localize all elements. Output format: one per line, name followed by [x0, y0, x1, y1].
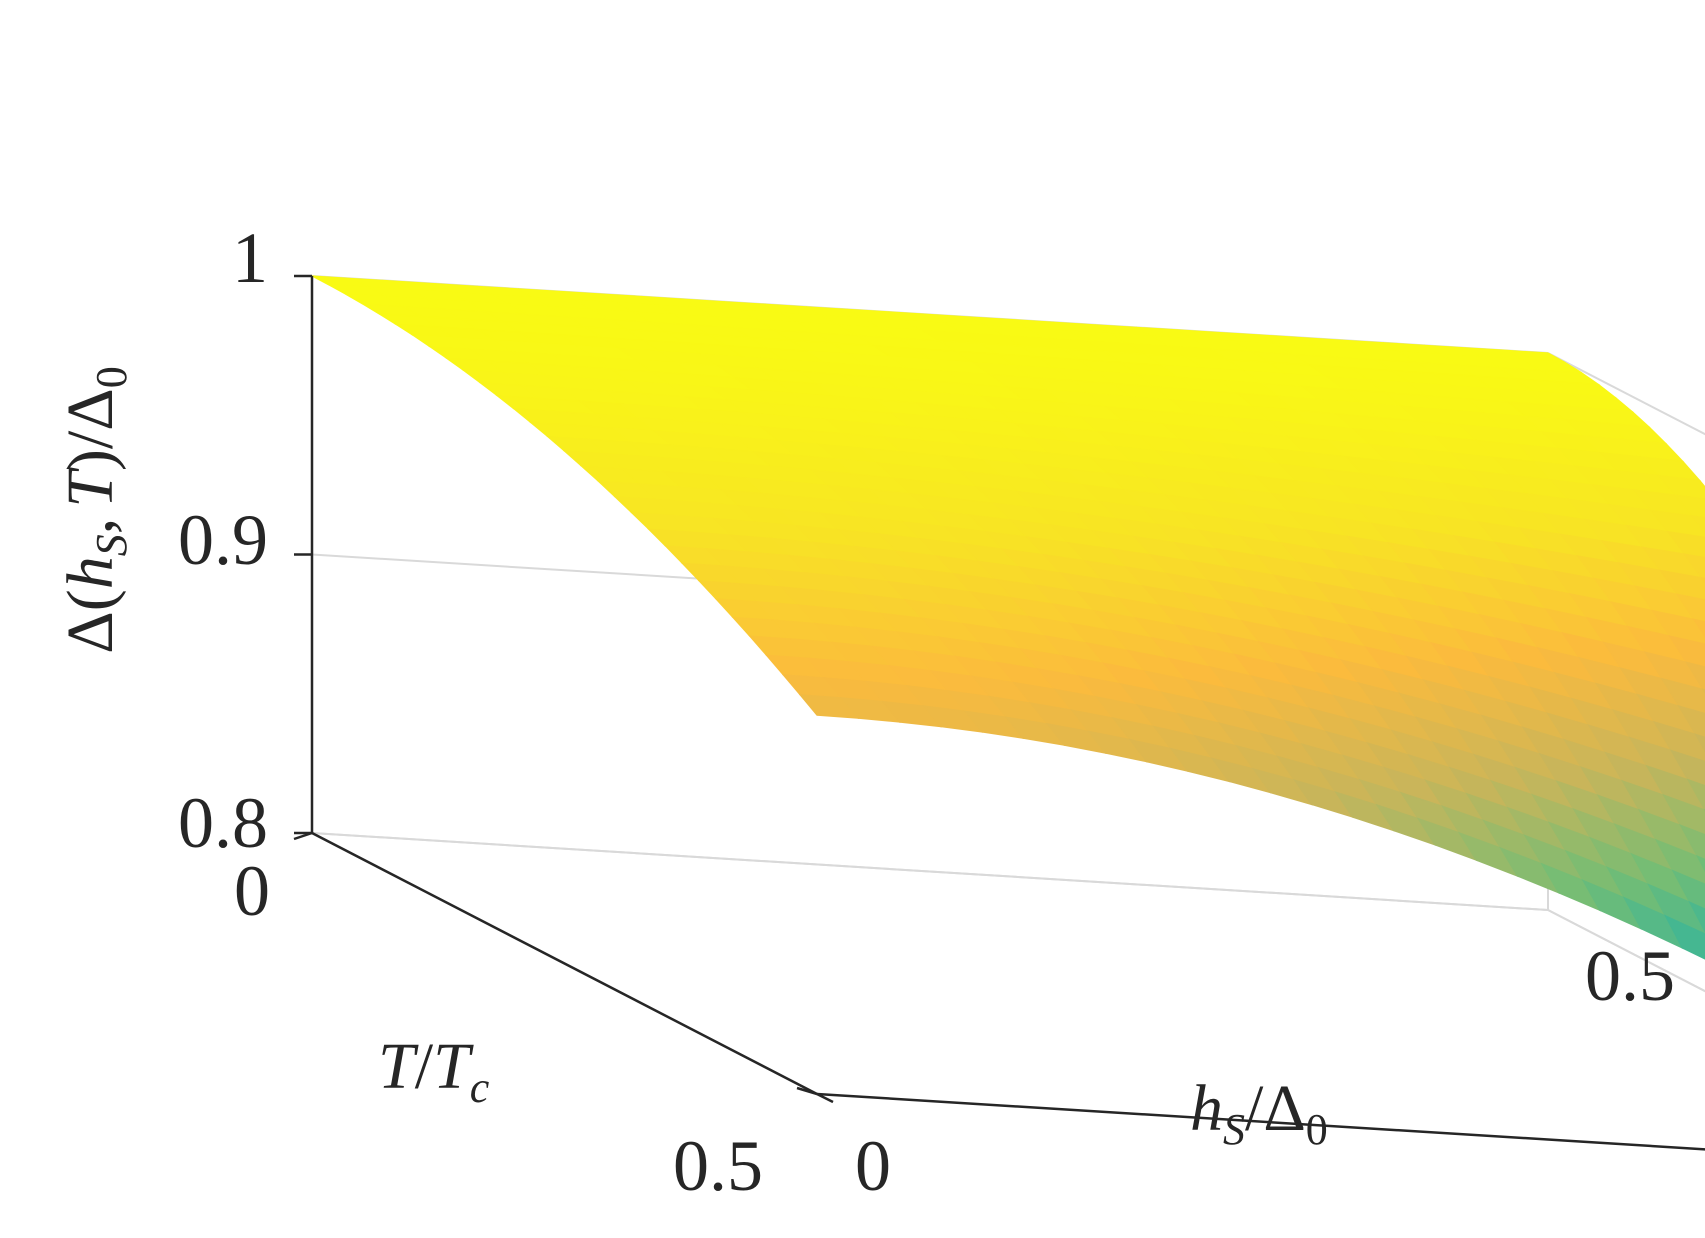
surface-patch	[1684, 661, 1705, 691]
surface-patch	[1690, 515, 1705, 534]
surface-patch	[1651, 609, 1705, 645]
surface-patch	[1654, 838, 1705, 885]
z-tick-label-0-8: 0.8	[178, 783, 268, 863]
surface-patch	[1675, 593, 1705, 623]
x-tick-label-0: 0	[855, 1126, 891, 1206]
surface-patch	[1660, 677, 1705, 715]
surface-patch	[1653, 720, 1705, 762]
grid-line-z-side-2	[1547, 352, 1705, 436]
z-tick-label-0-9: 0.9	[178, 500, 268, 580]
x-tick-0	[816, 1092, 834, 1104]
surface-patch	[1686, 778, 1705, 811]
surface-patch	[1683, 553, 1705, 579]
z-axis-label: Δ(hS,T)/Δ0	[54, 366, 136, 653]
grid-line-floor-side	[1547, 909, 1705, 993]
surface-patch	[1699, 576, 1705, 585]
surface-patch	[1668, 634, 1705, 668]
surface-patch	[1656, 474, 1705, 500]
surface-patch	[1662, 793, 1705, 836]
surface-patch	[1679, 824, 1705, 861]
x-tick-label-0-5: 0.5	[1585, 936, 1675, 1016]
surface-patch	[1664, 914, 1705, 960]
grid-line-floor-back	[311, 832, 1549, 911]
y-tick-label-0: 0	[234, 851, 270, 931]
y-tick-0	[293, 831, 313, 841]
y-tick-label-0-5: 0.5	[673, 1126, 763, 1206]
surface-patch	[1677, 705, 1705, 738]
axis-lines	[293, 274, 1705, 1151]
surface-patch	[1669, 749, 1705, 787]
surface-patch	[1673, 494, 1705, 519]
surface-patch	[1688, 900, 1705, 933]
surface-patch	[1658, 569, 1705, 601]
y-axis-label: T/Tc	[378, 1030, 490, 1112]
surface-patch	[1671, 869, 1705, 910]
x-axis-label: hS/Δ0	[1190, 1072, 1328, 1154]
surface-patch	[1694, 733, 1705, 753]
surface-mesh	[311, 275, 1705, 960]
y-axis-line	[311, 831, 818, 1096]
x-axis-line	[816, 1092, 1705, 1151]
surface-patch	[1695, 855, 1705, 873]
y-tick-1	[796, 1086, 818, 1096]
surface-patch	[1666, 530, 1705, 559]
z-tick-label-1: 1	[232, 218, 268, 298]
surface-patch	[1649, 509, 1705, 538]
surface-patch	[1647, 883, 1705, 935]
